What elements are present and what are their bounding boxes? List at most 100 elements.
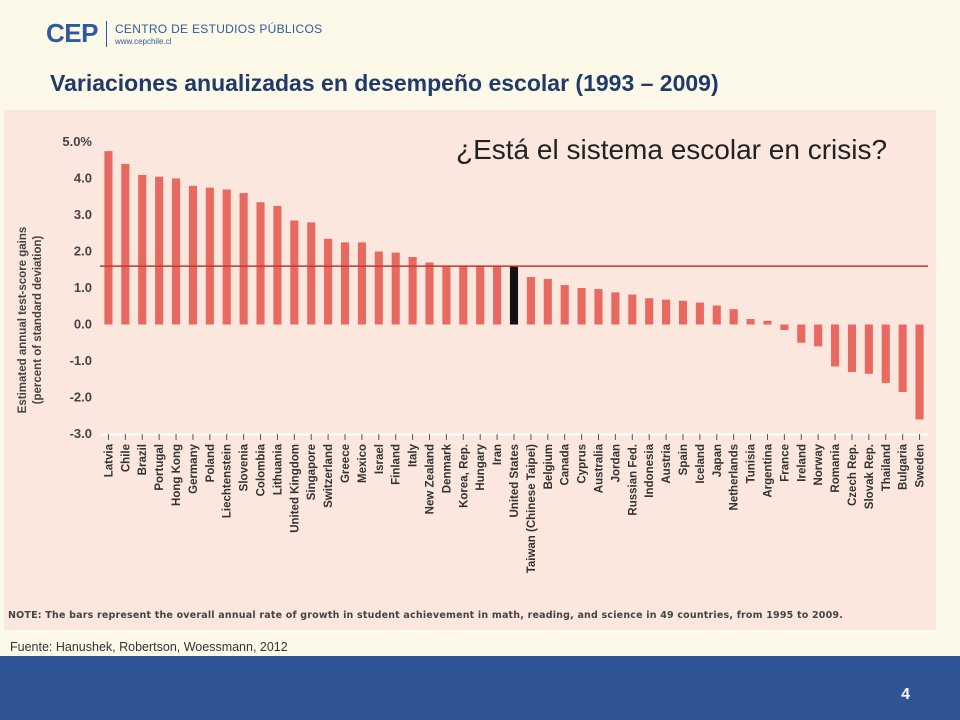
bar xyxy=(138,174,147,325)
bar xyxy=(864,324,873,374)
bar xyxy=(662,299,671,325)
x-tick-label: Argentina xyxy=(762,443,774,497)
bar xyxy=(493,266,502,325)
bar xyxy=(155,176,164,325)
y-tick-label: -2.0 xyxy=(70,390,92,405)
bar xyxy=(476,266,485,325)
bar xyxy=(509,266,519,325)
x-tick-label: Taiwan (Chinese Taipei) xyxy=(526,444,538,573)
bar-chart: 5.0% 4.0 3.0 2.0 1.0 0.0 -1.0 -2.0 -3.0 Estimated… xyxy=(17,134,928,573)
x-tick-label: New Zealand xyxy=(425,444,437,514)
x-tick-label: Romania xyxy=(830,443,842,492)
bar xyxy=(408,256,417,325)
bar xyxy=(391,252,400,325)
x-tick-label: Korea, Rep. xyxy=(458,444,470,508)
bar xyxy=(442,266,451,325)
bar xyxy=(712,305,721,325)
bar xyxy=(797,324,806,343)
bar xyxy=(273,205,282,325)
bar xyxy=(205,187,214,325)
x-tick-label: Greece xyxy=(340,444,352,483)
x-tick-label: Italy xyxy=(408,443,420,467)
logo-separator xyxy=(105,20,107,47)
logo-mark: CEP xyxy=(46,18,98,48)
y-tick-label: 3.0 xyxy=(74,207,92,222)
bar xyxy=(763,320,772,325)
bar xyxy=(729,309,738,325)
bar xyxy=(188,185,197,325)
bar xyxy=(915,324,924,420)
x-tick-label: Bulgaria xyxy=(898,443,910,490)
x-tick-label: Belgium xyxy=(543,444,555,489)
x-tick-label: Australia xyxy=(593,443,605,493)
cep-logo: CEP CENTRO DE ESTUDIOS PÚBLICOS www.cepc… xyxy=(46,18,322,49)
y-tick-label: -1.0 xyxy=(70,353,92,368)
x-tick-label: United States xyxy=(509,444,521,518)
bar xyxy=(645,298,654,325)
bar xyxy=(104,151,113,325)
bar xyxy=(357,242,366,325)
y-axis-label: Estimated annual test-score gains (percen… xyxy=(17,227,44,414)
source-citation: Fuente: Hanushek, Robertson, Woessmann, … xyxy=(10,640,288,654)
x-tick-label: Ireland xyxy=(796,444,808,482)
x-tick-label: Sweden xyxy=(915,444,927,487)
bar xyxy=(695,302,704,325)
bar xyxy=(459,266,468,325)
x-tick-label: Iran xyxy=(492,444,504,465)
x-tick-label: United Kingdom xyxy=(289,444,301,533)
bar xyxy=(324,238,333,325)
callout-question: ¿Está el sistema escolar en crisis? xyxy=(456,134,888,165)
bar xyxy=(881,324,890,383)
x-tick-label: Singapore xyxy=(306,444,318,500)
bar xyxy=(239,193,248,325)
bar xyxy=(746,319,755,325)
bar xyxy=(831,324,840,367)
x-tick-label: Slovenia xyxy=(239,443,251,491)
y-tick-label: 5.0% xyxy=(62,134,92,149)
chart-note: NOTE: The bars represent the overall ann… xyxy=(8,610,844,621)
bar xyxy=(678,300,688,325)
x-tick-label: Indonesia xyxy=(644,443,656,497)
x-tick-label: Netherlands xyxy=(729,444,741,510)
y-tick-label: 2.0 xyxy=(74,244,92,259)
x-tick-label: Spain xyxy=(678,444,690,475)
logo-name: CENTRO DE ESTUDIOS PÚBLICOS xyxy=(114,21,323,36)
x-tick-label: Finland xyxy=(391,444,403,485)
x-tick-label: Tunisia xyxy=(746,443,758,483)
x-tick-label: Mexico xyxy=(357,444,369,483)
y-tick-label: 0.0 xyxy=(74,317,92,332)
x-tick-label: Russian Fed. xyxy=(627,444,639,516)
x-tick-label: Slovak Rep. xyxy=(864,444,876,509)
x-tick-label: Czech Rep. xyxy=(847,444,859,506)
bar xyxy=(847,324,857,372)
x-tick-label: Israel xyxy=(374,444,386,474)
x-tick-label: Denmark xyxy=(441,443,453,493)
x-tick-label: Chile xyxy=(120,444,132,472)
bar xyxy=(898,324,907,393)
bar xyxy=(171,178,181,325)
bar xyxy=(577,288,586,325)
y-tick-label: 4.0 xyxy=(74,171,92,186)
y-tick-label: 1.0 xyxy=(74,280,92,295)
x-tick-label: Japan xyxy=(712,444,724,477)
x-tick-label: Portugal xyxy=(154,444,166,491)
x-tick-label: Latvia xyxy=(103,443,115,477)
bar xyxy=(814,324,823,347)
x-tick-label: Cyprus xyxy=(577,444,589,484)
page-number: 4 xyxy=(901,686,910,703)
x-tick-label: Poland xyxy=(205,444,217,482)
bar xyxy=(611,292,620,325)
x-tick-label: Hong Kong xyxy=(171,444,183,506)
x-tick-label: Thailand xyxy=(881,444,893,491)
bar xyxy=(222,189,231,325)
x-tick-label: Hungary xyxy=(475,443,487,490)
logo-url: www.cepchile.cl xyxy=(114,36,172,46)
logo-text: CENTRO DE ESTUDIOS PÚBLICOS www.cepchile… xyxy=(115,22,322,46)
bar xyxy=(543,278,552,325)
x-tick-label: Jordan xyxy=(610,444,622,482)
x-tick-label: Brazil xyxy=(137,444,149,475)
bar xyxy=(256,202,265,325)
slide-title: Variaciones anualizadas en desempeño esc… xyxy=(50,70,719,96)
x-tick-label: Austria xyxy=(661,443,673,483)
bar xyxy=(780,324,789,330)
